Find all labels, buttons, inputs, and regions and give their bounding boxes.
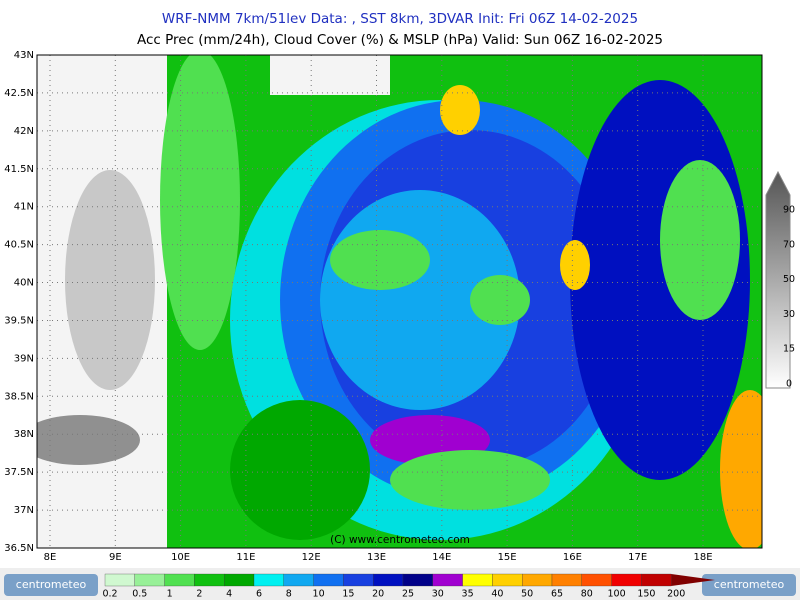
precip-swatch: [134, 573, 165, 587]
lon-label: 11E: [236, 552, 255, 563]
precip-swatch: [194, 573, 225, 587]
logo-right: centrometeo: [714, 578, 785, 591]
lat-label: 41N: [14, 202, 34, 213]
lat-label: 41.5N: [4, 164, 34, 175]
cloud-scale-label: 90: [783, 205, 795, 216]
logo-right-box: [702, 574, 796, 596]
precip-swatch: [402, 573, 433, 587]
lon-label: 17E: [628, 552, 647, 563]
precip-label: 1: [167, 589, 173, 600]
cloud-scale-label: 70: [783, 239, 795, 250]
graticule: 43N 42.5N 42N 41.5N 41N 40.5N 40N 39.5N 39N 38.5N…: [4, 50, 762, 563]
copyright: (C) www.centrometeo.com: [330, 534, 470, 546]
precip-label: 35: [462, 589, 474, 600]
precip-swatch: [611, 573, 642, 587]
precip-swatch: [581, 573, 612, 587]
precip-swatch: [432, 573, 463, 587]
lon-label: 8E: [44, 552, 57, 563]
title-line2: Acc Prec (mm/24h), Cloud Cover (%) & MSL…: [137, 32, 663, 48]
cloud-scale-label: 15: [783, 344, 795, 355]
precip-swatch: [551, 573, 582, 587]
precip-label: 20: [372, 589, 384, 600]
lon-label: 9E: [109, 552, 122, 563]
lon-label: 12E: [302, 552, 321, 563]
lon-label: 10E: [171, 552, 190, 563]
lon-label: 16E: [563, 552, 582, 563]
precip-label: 80: [581, 589, 593, 600]
precip-swatch: [373, 573, 404, 587]
precip-label: 50: [521, 589, 533, 600]
precip-label: 0.5: [132, 589, 147, 600]
precip-label: 30: [432, 589, 444, 600]
lat-label: 39.5N: [4, 315, 34, 326]
lat-label: 36.5N: [4, 543, 34, 554]
precip-swatch: [462, 573, 493, 587]
lat-label: 39N: [14, 353, 34, 364]
precip-label: 8: [286, 589, 292, 600]
precip-label: 0.2: [102, 589, 117, 600]
precip-swatch: [164, 573, 195, 587]
cloud-scale-label: 50: [783, 274, 795, 285]
lat-label: 40.5N: [4, 240, 34, 251]
precip-label: 2: [196, 589, 202, 600]
lat-label: 42N: [14, 126, 34, 137]
precip-label: 10: [313, 589, 325, 600]
lon-label: 18E: [693, 552, 712, 563]
title-line1: WRF-NMM 7km/51lev Data: , SST 8km, 3DVAR…: [162, 11, 638, 27]
precip-swatch: [492, 573, 523, 587]
precip-label: 15: [342, 589, 354, 600]
precip-swatch: [313, 573, 344, 587]
precip-label: 4: [226, 589, 232, 600]
precip-swatch: [641, 573, 672, 587]
precip-label: 100: [608, 589, 626, 600]
precip-swatch: [522, 573, 553, 587]
precip-label: 40: [491, 589, 503, 600]
lat-label: 40N: [14, 278, 34, 289]
cloud-scale: 90 70 50 30 15 0: [783, 205, 795, 390]
lat-label: 42.5N: [4, 88, 34, 99]
lon-label: 13E: [367, 552, 386, 563]
lat-label: 38N: [14, 429, 34, 440]
lat-label: 38.5N: [4, 391, 34, 402]
precip-swatch: [224, 573, 255, 587]
lon-label: 15E: [498, 552, 517, 563]
lon-label: 14E: [432, 552, 451, 563]
precip-label: 25: [402, 589, 414, 600]
cloud-scale-label: 0: [786, 379, 792, 390]
precip-scale: 0.2 0.5 1 2 4 6 8 10 15 20 25 30 35 40 50 65 80 100 150 200: [102, 573, 715, 600]
logo-left-box: [4, 574, 98, 596]
cloud-scale-bar: [765, 170, 791, 389]
precip-swatch: [253, 573, 284, 587]
precip-label: 200: [667, 589, 685, 600]
precip-swatch: [283, 573, 314, 587]
precip-swatch: [104, 573, 135, 587]
precip-swatch: [671, 574, 715, 586]
precip-label: 6: [256, 589, 262, 600]
map-area: [37, 55, 762, 548]
map-frame: [36, 54, 763, 549]
cloud-scale-label: 30: [783, 309, 795, 320]
precip-swatch: [343, 573, 374, 587]
lat-label: 37N: [14, 505, 34, 516]
lat-label: 43N: [14, 50, 34, 61]
precip-label: 150: [637, 589, 655, 600]
logo-left: centrometeo: [16, 578, 87, 591]
precip-label: 65: [551, 589, 563, 600]
lat-label: 37.5N: [4, 467, 34, 478]
